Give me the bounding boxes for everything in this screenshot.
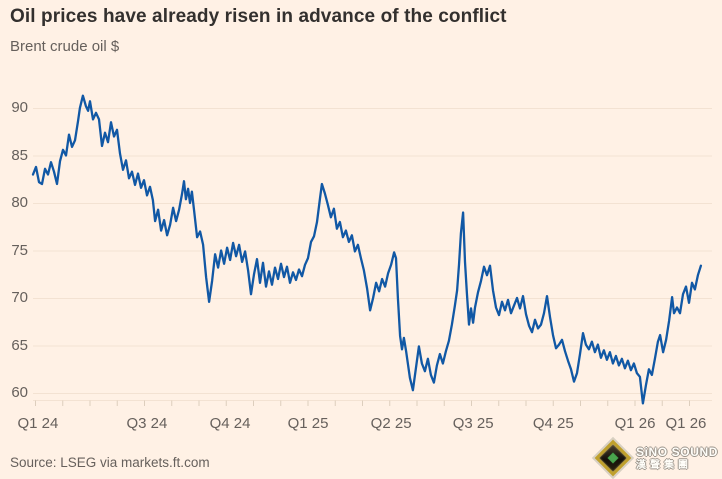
- x-tick-label: Q1 25: [287, 415, 329, 432]
- brand-logo: SiNO SOUND 漢聲集團: [594, 439, 718, 477]
- diamond-logo-inner-gem: [607, 452, 619, 464]
- y-tick-label: 70: [11, 289, 28, 306]
- x-tick-label: Q3 24: [126, 415, 168, 432]
- x-tick-label: Q3 25: [452, 415, 494, 432]
- x-tick-label: Q2 25: [370, 415, 412, 432]
- x-tick-label: Q1 26: [665, 415, 707, 432]
- diamond-logo-icon: [594, 439, 632, 477]
- brand-logo-text: SiNO SOUND 漢聲集團: [636, 446, 718, 471]
- x-tick-label: Q4 25: [532, 415, 574, 432]
- brand-name: SiNO SOUND: [635, 444, 718, 459]
- y-tick-label: 90: [11, 99, 28, 116]
- chart-title: Oil prices have already risen in advance…: [10, 6, 507, 27]
- y-tick-label: 85: [11, 146, 28, 164]
- brand-name-chinese: 漢聲集團: [635, 459, 692, 471]
- chart-subtitle: Brent crude oil $: [10, 38, 120, 55]
- price-line-series: [31, 94, 703, 405]
- x-tick-label: Q1 24: [17, 415, 59, 432]
- x-tick-label: Q4 24: [209, 415, 251, 432]
- y-tick-label: 80: [11, 194, 28, 211]
- y-tick-label: 65: [11, 336, 28, 354]
- x-tick-label: Q1 26: [614, 415, 656, 432]
- y-tick-label: 75: [11, 241, 28, 259]
- source-note: Source: LSEG via markets.ft.com: [10, 455, 210, 470]
- y-tick-label: 60: [11, 384, 28, 401]
